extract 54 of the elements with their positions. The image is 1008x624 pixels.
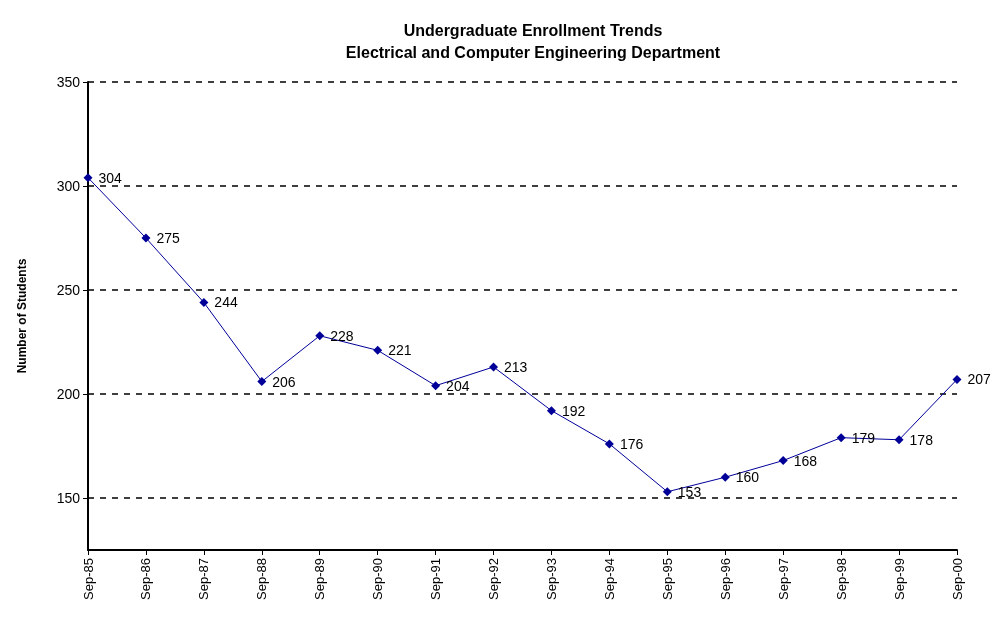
x-tick-label: Sep-85 [80, 558, 96, 600]
x-tick-label: Sep-93 [543, 558, 559, 600]
data-label: 176 [619, 435, 644, 452]
data-label: 275 [156, 230, 181, 246]
data-label: 178 [909, 431, 934, 448]
data-label: 168 [793, 452, 818, 469]
point [257, 377, 267, 387]
point [431, 381, 441, 391]
y-tick-label: 200 [56, 386, 81, 402]
y-tick-label: 350 [56, 74, 81, 90]
chart-title: Undergraduate Enrollment Trends Electrical and Computer Engineering Department [345, 21, 721, 61]
x-tick-label: Sep-91 [428, 558, 444, 600]
point [83, 173, 93, 183]
point [141, 233, 151, 243]
point [315, 331, 325, 341]
x-tick-label: Sep-86 [138, 558, 154, 600]
x-tick-label: Sep-96 [717, 558, 733, 600]
data-label: 192 [561, 402, 586, 419]
point [952, 374, 962, 384]
data-label: 207 [967, 371, 992, 388]
data-label: 221 [388, 342, 412, 359]
x-tick-label: Sep-97 [775, 558, 791, 600]
point [720, 472, 730, 482]
x-tick-label: Sep-99 [891, 558, 907, 600]
point [489, 362, 499, 372]
data-label: 228 [330, 327, 354, 344]
point [662, 487, 672, 497]
y-axis-title: Number of Students [15, 258, 29, 374]
point [199, 297, 209, 307]
point [604, 439, 614, 449]
y-tick-label: 250 [56, 282, 81, 298]
x-tick-label: Sep-94 [601, 558, 617, 600]
x-tick-label: Sep-89 [312, 558, 328, 600]
data-label: 204 [446, 377, 470, 394]
data-label: 213 [504, 358, 528, 375]
x-tick-label: Sep-87 [196, 558, 212, 600]
point [836, 433, 846, 443]
point [373, 345, 383, 355]
data-label: 244 [214, 294, 238, 311]
point [894, 435, 904, 445]
x-tick-label: Sep-95 [659, 558, 675, 600]
point [546, 406, 556, 416]
x-tick-label: Sep-00 [949, 558, 965, 600]
x-tick-label: Sep-98 [833, 558, 849, 600]
data-label: 304 [98, 169, 123, 186]
data-label: 153 [677, 483, 702, 500]
x-tick-label: Sep-92 [486, 558, 502, 600]
y-tick-label: 150 [56, 490, 81, 506]
y-tick-label: 300 [56, 178, 81, 194]
point [778, 456, 788, 466]
data-label: 160 [735, 469, 760, 486]
x-tick-label: Sep-90 [370, 558, 386, 600]
data-label: 206 [272, 373, 296, 390]
x-tick-label: Sep-88 [254, 558, 270, 600]
